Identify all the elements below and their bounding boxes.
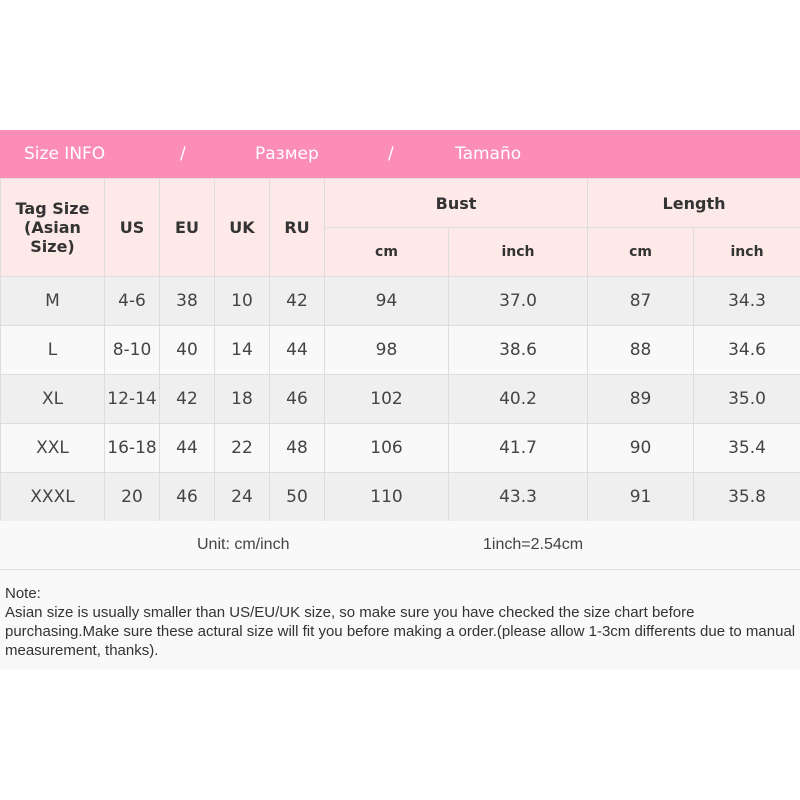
table-cell: 50	[269, 472, 325, 522]
header-bust-cm: cm	[324, 227, 449, 277]
table-cell: 42	[159, 374, 215, 424]
table-cell: XL	[0, 374, 105, 424]
header-us: US	[104, 178, 160, 277]
table-cell: XXXL	[0, 472, 105, 522]
title-bar: Size INFO / Размер / Tamaño	[0, 130, 800, 178]
size-table: Tag Size (Asian Size) US EU UK RU Bust L…	[0, 178, 800, 522]
header-bust-inch: inch	[447, 227, 589, 277]
note-text: Asian size is usually smaller than US/EU…	[5, 604, 796, 659]
table-cell: 46	[269, 374, 325, 424]
header-length: Length	[587, 178, 800, 228]
header-uk: UK	[214, 178, 270, 277]
table-cell: 41.7	[447, 423, 589, 473]
table-cell: 18	[214, 374, 270, 424]
table-cell: 35.8	[693, 472, 800, 522]
title-es: Tamaño	[455, 144, 522, 164]
table-cell: 24	[214, 472, 270, 522]
table-cell: 90	[587, 423, 695, 473]
table-cell: 91	[587, 472, 695, 522]
table-cell: L	[0, 325, 105, 375]
unit-label: Unit: cm/inch	[197, 536, 290, 553]
table-cell: 94	[324, 276, 449, 326]
table-cell: 4-6	[104, 276, 160, 326]
table-cell: 14	[214, 325, 270, 375]
table-cell: 38	[159, 276, 215, 326]
table-cell: 35.0	[693, 374, 800, 424]
header-bust: Bust	[323, 178, 589, 228]
table-cell: 46	[159, 472, 215, 522]
table-cell: 48	[269, 423, 325, 473]
table-cell: 102	[324, 374, 449, 424]
table-cell: 16-18	[104, 423, 160, 473]
title-en: Size INFO	[24, 144, 106, 164]
table-cell: 40	[159, 325, 215, 375]
header-tag-size: Tag Size (Asian Size)	[0, 178, 105, 277]
table-cell: 35.4	[693, 423, 800, 473]
table-cell: 87	[587, 276, 695, 326]
table-cell: 37.0	[447, 276, 589, 326]
note-title: Note:	[5, 585, 41, 602]
title-ru: Размер	[255, 144, 319, 164]
table-row: L 8-10 40 14 44 98 38.6 88 34.6	[0, 325, 800, 375]
table-cell: 106	[324, 423, 449, 473]
title-separator: /	[180, 144, 186, 164]
table-cell: 42	[269, 276, 325, 326]
table-cell: M	[0, 276, 105, 326]
table-cell: 44	[269, 325, 325, 375]
table-cell: 34.3	[693, 276, 800, 326]
table-cell: 8-10	[104, 325, 160, 375]
table-row: M 4-6 38 10 42 94 37.0 87 34.3	[0, 276, 800, 326]
table-cell: 110	[324, 472, 449, 522]
table-cell: XXL	[0, 423, 105, 473]
table-row: XL 12-14 42 18 46 102 40.2 89 35.0	[0, 374, 800, 424]
unit-row: Unit: cm/inch 1inch=2.54cm	[0, 521, 800, 570]
table-cell: 10	[214, 276, 270, 326]
table-cell: 20	[104, 472, 160, 522]
table-cell: 89	[587, 374, 695, 424]
header-length-inch: inch	[693, 227, 800, 277]
table-cell: 38.6	[447, 325, 589, 375]
header-eu: EU	[159, 178, 215, 277]
table-cell: 88	[587, 325, 695, 375]
header-ru: RU	[269, 178, 325, 277]
table-cell: 40.2	[447, 374, 589, 424]
table-cell: 43.3	[447, 472, 589, 522]
table-cell: 44	[159, 423, 215, 473]
note: Note: Asian size is usually smaller than…	[0, 570, 800, 670]
table-cell: 98	[324, 325, 449, 375]
table-cell: 34.6	[693, 325, 800, 375]
table-cell: 12-14	[104, 374, 160, 424]
table-row: XXL 16-18 44 22 48 106 41.7 90 35.4	[0, 423, 800, 473]
title-separator: /	[388, 144, 394, 164]
table-cell: 22	[214, 423, 270, 473]
table-row: XXXL 20 46 24 50 110 43.3 91 35.8	[0, 472, 800, 522]
header-length-cm: cm	[587, 227, 695, 277]
unit-conversion: 1inch=2.54cm	[483, 536, 584, 553]
